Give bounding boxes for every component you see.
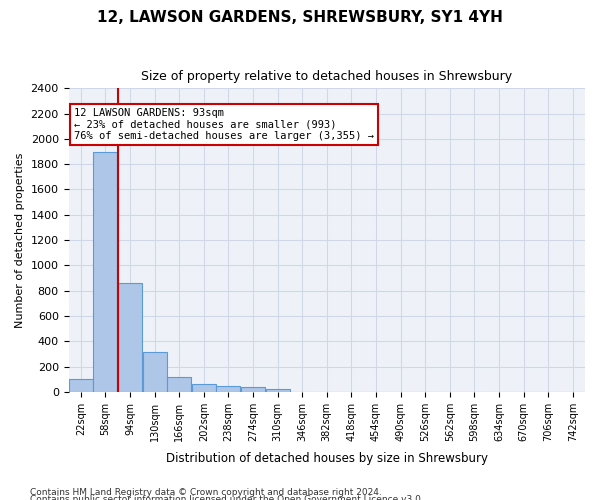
Bar [192, 384, 216, 392]
Y-axis label: Number of detached properties: Number of detached properties [15, 152, 25, 328]
Bar [266, 389, 290, 392]
Text: 12 LAWSON GARDENS: 93sqm
← 23% of detached houses are smaller (993)
76% of semi-: 12 LAWSON GARDENS: 93sqm ← 23% of detach… [74, 108, 374, 142]
Bar [167, 378, 191, 392]
Text: Contains HM Land Registry data © Crown copyright and database right 2024.: Contains HM Land Registry data © Crown c… [30, 488, 382, 497]
Title: Size of property relative to detached houses in Shrewsbury: Size of property relative to detached ho… [141, 70, 512, 83]
Bar [94, 152, 118, 392]
Bar [241, 388, 265, 392]
X-axis label: Distribution of detached houses by size in Shrewsbury: Distribution of detached houses by size … [166, 452, 488, 465]
Text: Contains public sector information licensed under the Open Government Licence v3: Contains public sector information licen… [30, 496, 424, 500]
Bar [217, 386, 241, 392]
Bar [69, 379, 93, 392]
Bar [118, 283, 142, 392]
Text: 12, LAWSON GARDENS, SHREWSBURY, SY1 4YH: 12, LAWSON GARDENS, SHREWSBURY, SY1 4YH [97, 10, 503, 25]
Bar [143, 352, 167, 392]
